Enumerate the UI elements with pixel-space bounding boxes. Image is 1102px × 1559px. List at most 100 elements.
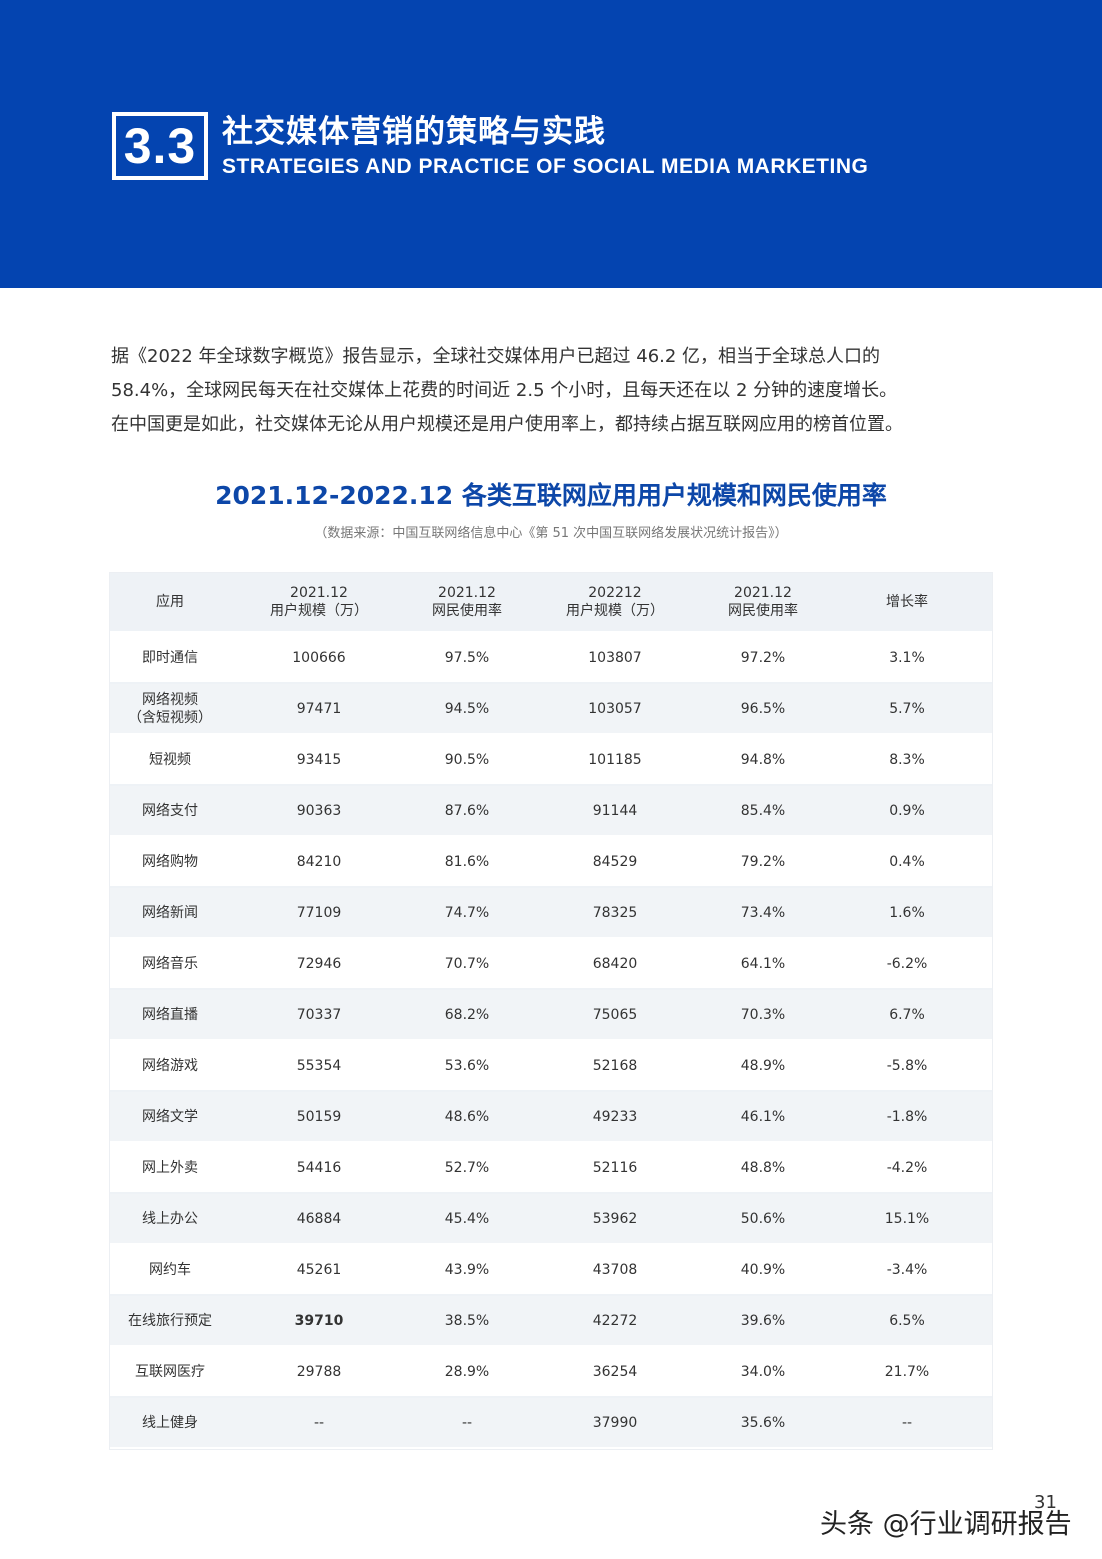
table-row: 线上办公 46884 45.4% 53962 50.6% 15.1% (110, 1193, 992, 1245)
cell-users-2021: 45261 (230, 1244, 408, 1296)
cell-app: 线上健身 (110, 1397, 230, 1449)
section-number-badge: 3.3 (112, 112, 208, 180)
cell-rate-2021: 48.6% (408, 1091, 526, 1143)
cell-users-2022: 53962 (526, 1193, 704, 1245)
cell-growth: 21.7% (822, 1346, 992, 1398)
cell-growth: 15.1% (822, 1193, 992, 1245)
cell-app: 网络购物 (110, 836, 230, 888)
table-row: 网络支付 90363 87.6% 91144 85.4% 0.9% (110, 785, 992, 837)
cell-app: 线上办公 (110, 1193, 230, 1245)
table-title: 2021.12-2022.12 各类互联网应用用户规模和网民使用率 (215, 481, 887, 510)
intro-line: 据《2022 年全球数字概览》报告显示，全球社交媒体用户已超过 46.2 亿，相… (111, 346, 881, 367)
cell-growth: 5.7% (822, 683, 992, 735)
cell-rate-2021: 87.6% (408, 785, 526, 837)
cell-rate-2022: 40.9% (704, 1244, 822, 1296)
cell-rate-2021: 81.6% (408, 836, 526, 888)
cell-users-2022: 91144 (526, 785, 704, 837)
cell-rate-2022: 50.6% (704, 1193, 822, 1245)
cell-app: 网络新闻 (110, 887, 230, 939)
cell-rate-2021: 74.7% (408, 887, 526, 939)
cell-app: 网络音乐 (110, 938, 230, 990)
cell-users-2022: 103807 (526, 632, 704, 684)
table-row: 网络文学 50159 48.6% 49233 46.1% -1.8% (110, 1091, 992, 1143)
cell-rate-2022: 70.3% (704, 989, 822, 1041)
cell-rate-2021: 38.5% (408, 1295, 526, 1347)
cell-users-2021: -- (230, 1397, 408, 1449)
cell-users-2022: 68420 (526, 938, 704, 990)
cell-users-2021: 50159 (230, 1091, 408, 1143)
cell-rate-2021: 45.4% (408, 1193, 526, 1245)
cell-app: 短视频 (110, 734, 230, 786)
cell-users-2022: 49233 (526, 1091, 704, 1143)
cell-users-2021: 93415 (230, 734, 408, 786)
cell-users-2022: 37990 (526, 1397, 704, 1449)
table-row: 网上外卖 54416 52.7% 52116 48.8% -4.2% (110, 1142, 992, 1194)
cell-rate-2021: 70.7% (408, 938, 526, 990)
cell-rate-2022: 46.1% (704, 1091, 822, 1143)
section-title-cn: 社交媒体营销的策略与实践 (222, 114, 606, 150)
cell-users-2021: 77109 (230, 887, 408, 939)
cell-growth: -6.2% (822, 938, 992, 990)
intro-line: 在中国更是如此，社交媒体无论从用户规模还是用户使用率上，都持续占据互联网应用的榜… (111, 414, 903, 435)
cell-users-2022: 84529 (526, 836, 704, 888)
cell-rate-2021: -- (408, 1397, 526, 1449)
cell-growth: 8.3% (822, 734, 992, 786)
table-source: （数据来源：中国互联网络信息中心《第 51 次中国互联网络发展状况统计报告》） (314, 526, 788, 541)
cell-users-2022: 42272 (526, 1295, 704, 1347)
cell-app: 网络直播 (110, 989, 230, 1041)
cell-app: 在线旅行预定 (110, 1295, 230, 1347)
table-row: 互联网医疗 29788 28.9% 36254 34.0% 21.7% (110, 1346, 992, 1398)
section-title-en: STRATEGIES AND PRACTICE OF SOCIAL MEDIA … (222, 155, 869, 178)
cell-users-2022: 75065 (526, 989, 704, 1041)
table-row: 即时通信 100666 97.5% 103807 97.2% 3.1% (110, 632, 992, 684)
cell-rate-2021: 52.7% (408, 1142, 526, 1194)
cell-rate-2022: 85.4% (704, 785, 822, 837)
intro-paragraph: 据《2022 年全球数字概览》报告显示，全球社交媒体用户已超过 46.2 亿，相… (111, 340, 996, 442)
cell-rate-2021: 90.5% (408, 734, 526, 786)
intro-line: 58.4%，全球网民每天在社交媒体上花费的时间近 2.5 个小时，且每天还在以 … (111, 380, 898, 401)
header-app: 应用 (110, 573, 230, 633)
cell-app: 网络支付 (110, 785, 230, 837)
cell-rate-2022: 94.8% (704, 734, 822, 786)
cell-rate-2022: 96.5% (704, 683, 822, 735)
cell-growth: 3.1% (822, 632, 992, 684)
cell-users-2022: 36254 (526, 1346, 704, 1398)
cell-rate-2022: 64.1% (704, 938, 822, 990)
cell-users-2021: 72946 (230, 938, 408, 990)
cell-growth: 1.6% (822, 887, 992, 939)
cell-users-2022: 52116 (526, 1142, 704, 1194)
cell-app: 互联网医疗 (110, 1346, 230, 1398)
cell-rate-2022: 48.9% (704, 1040, 822, 1092)
cell-users-2021: 90363 (230, 785, 408, 837)
cell-users-2021: 29788 (230, 1346, 408, 1398)
cell-growth: 0.4% (822, 836, 992, 888)
cell-rate-2022: 39.6% (704, 1295, 822, 1347)
section-banner: 3.3 社交媒体营销的策略与实践 STRATEGIES AND PRACTICE… (0, 0, 1102, 288)
cell-growth: -5.8% (822, 1040, 992, 1092)
cell-rate-2021: 97.5% (408, 632, 526, 684)
cell-rate-2021: 53.6% (408, 1040, 526, 1092)
table-row: 线上健身 -- -- 37990 35.6% -- (110, 1397, 992, 1449)
watermark: 头条 @行业调研报告 (820, 1509, 1072, 1540)
table-row: 网络购物 84210 81.6% 84529 79.2% 0.4% (110, 836, 992, 888)
cell-app: 网约车 (110, 1244, 230, 1296)
table-row: 在线旅行预定 39710 38.5% 42272 39.6% 6.5% (110, 1295, 992, 1347)
cell-app: 即时通信 (110, 632, 230, 684)
table-row: 短视频 93415 90.5% 101185 94.8% 8.3% (110, 734, 992, 786)
table-row: 网约车 45261 43.9% 43708 40.9% -3.4% (110, 1244, 992, 1296)
table-row: 网络新闻 77109 74.7% 78325 73.4% 1.6% (110, 887, 992, 939)
table-header-row: 应用 2021.12 用户规模（万） 2021.12 网民使用率 202212 用户规… (110, 573, 992, 633)
header-users-2022: 202212 用户规模（万） (526, 573, 704, 633)
cell-growth: -- (822, 1397, 992, 1449)
cell-growth: -3.4% (822, 1244, 992, 1296)
header-growth: 增长率 (822, 573, 992, 633)
cell-app: 网络文学 (110, 1091, 230, 1143)
cell-app: 网络游戏 (110, 1040, 230, 1092)
cell-growth: 6.7% (822, 989, 992, 1041)
cell-users-2021: 97471 (230, 683, 408, 735)
cell-users-2022: 43708 (526, 1244, 704, 1296)
cell-growth: 6.5% (822, 1295, 992, 1347)
cell-users-2022: 52168 (526, 1040, 704, 1092)
cell-users-2021: 46884 (230, 1193, 408, 1245)
table-row: 网络音乐 72946 70.7% 68420 64.1% -6.2% (110, 938, 992, 990)
